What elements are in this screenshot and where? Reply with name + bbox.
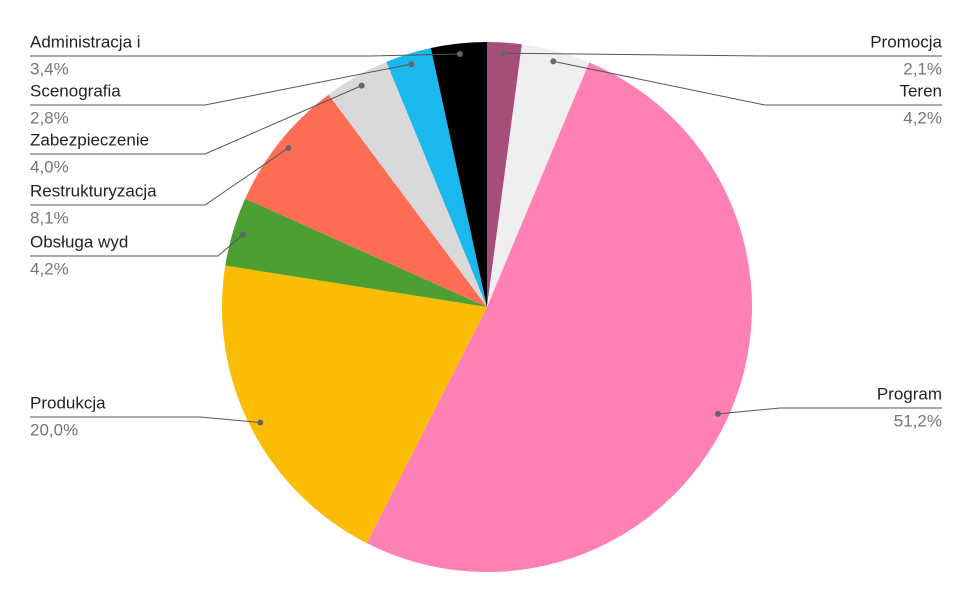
slice-value-label: 51,2% xyxy=(894,411,942,430)
leader-dot xyxy=(285,144,292,151)
slice-label: Promocja xyxy=(870,32,942,51)
slice-value-label: 3,4% xyxy=(30,59,69,78)
pie-slice xyxy=(487,42,522,307)
slice-value-label: 4,2% xyxy=(30,259,69,278)
pie-slice xyxy=(386,48,487,307)
leader-line xyxy=(30,234,244,257)
leader-line xyxy=(30,63,412,106)
leader-line xyxy=(503,52,942,57)
slice-value-label: 2,1% xyxy=(903,59,942,78)
slice-label: Program xyxy=(877,384,942,403)
slice-value-label: 2,8% xyxy=(30,108,69,127)
pie-slice xyxy=(221,265,487,544)
pie-slice xyxy=(430,42,487,307)
slice-value-label: 4,0% xyxy=(30,157,69,176)
slice-label: Obsługa wyd xyxy=(30,232,128,251)
pie-slice xyxy=(366,62,752,572)
pie-slice xyxy=(225,198,488,307)
leader-dot xyxy=(240,231,247,238)
slice-value-label: 8,1% xyxy=(30,208,69,227)
slice-label: Zabezpieczenie xyxy=(30,130,149,149)
leader-dot xyxy=(408,61,415,68)
slice-label: Restrukturyzacja xyxy=(30,181,157,200)
slice-label: Produkcja xyxy=(30,393,106,412)
slice-label: Scenografia xyxy=(30,81,121,100)
slice-value-label: 20,0% xyxy=(30,420,78,439)
leader-line xyxy=(30,147,289,206)
slice-value-label: 4,2% xyxy=(903,108,942,127)
slice-label: Administracja i xyxy=(30,32,141,51)
leader-dot xyxy=(456,51,463,58)
pie-slice xyxy=(245,94,487,307)
leader-line xyxy=(30,53,460,57)
leader-dot xyxy=(500,50,507,57)
pie-slice xyxy=(328,61,487,308)
leader-line xyxy=(30,85,362,155)
leader-dot xyxy=(550,58,557,65)
leader-dot xyxy=(714,410,721,417)
leader-line xyxy=(717,407,942,415)
slice-label: Teren xyxy=(899,81,942,100)
pie-slice xyxy=(487,44,590,308)
leader-dot xyxy=(257,419,264,426)
leader-dot xyxy=(358,82,365,89)
leader-line xyxy=(30,416,261,423)
leader-line xyxy=(553,60,942,106)
